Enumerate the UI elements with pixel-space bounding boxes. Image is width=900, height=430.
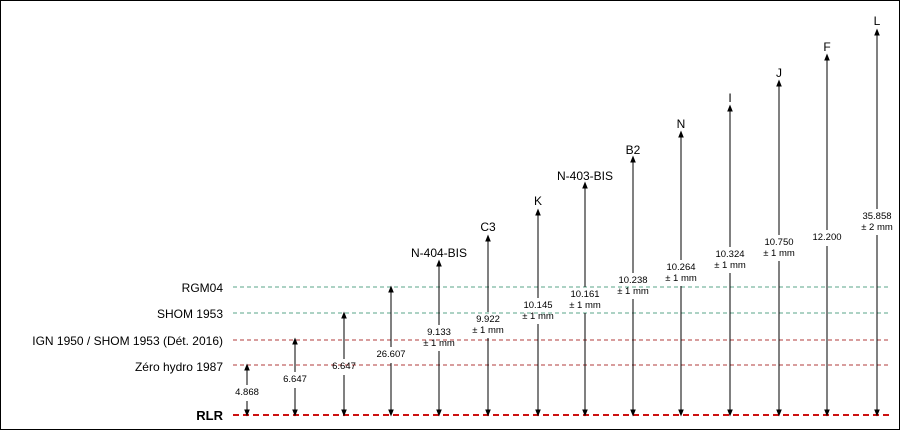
benchmark-label: N-404-BIS (411, 246, 467, 260)
level-label-shom-1953: SHOM 1953 (157, 307, 223, 321)
height-arrow: 35.858± 2 mm L (861, 14, 893, 417)
height-arrow: 10.324± 1 mm I (714, 91, 746, 417)
level-label-rgm04: RGM04 (182, 281, 224, 295)
tolerance-label: ± 1 mm (569, 300, 601, 311)
benchmark-label: L (874, 14, 881, 28)
height-arrow: 12.200 F (812, 40, 842, 417)
tolerance-label: ± 1 mm (522, 311, 554, 322)
benchmark-label: B2 (626, 143, 641, 157)
height-arrow: 10.238± 1 mm B2 (617, 143, 649, 417)
benchmark-label: N (677, 117, 686, 131)
tolerance-label: ± 1 mm (665, 273, 697, 284)
height-arrow: 10.750± 1 mm J (763, 66, 795, 417)
height-arrow: 6.647 (332, 311, 356, 417)
height-value-label: 9.133 (427, 327, 451, 338)
level-label-zero-hydro: Zéro hydro 1987 (135, 360, 223, 374)
height-value-label: 9.922 (476, 314, 500, 325)
height-value-label: 26.607 (376, 349, 405, 360)
benchmark-label: C3 (480, 220, 496, 234)
height-value-label: 10.750 (764, 237, 793, 248)
benchmark-label: J (776, 66, 782, 80)
height-value-label: 12.200 (812, 232, 841, 243)
height-value-label: 35.858 (862, 211, 891, 222)
baseline-label-rlr: RLR (196, 408, 223, 423)
tolerance-label: ± 1 mm (423, 338, 455, 349)
tolerance-label: ± 1 mm (714, 260, 746, 271)
benchmark-label: F (823, 40, 830, 54)
height-arrow: 6.647 (283, 337, 307, 417)
height-value-label: 10.145 (523, 300, 552, 311)
height-value-label: 10.324 (715, 249, 744, 260)
height-arrow: 9.922± 1 mm C3 (472, 220, 504, 417)
height-value-label: 10.161 (570, 289, 599, 300)
height-value-label: 10.238 (618, 275, 647, 286)
tolerance-label: ± 1 mm (472, 325, 504, 336)
height-value-label: 6.647 (332, 361, 356, 372)
height-arrow: 4.868 (235, 363, 259, 417)
benchmark-label: I (728, 91, 731, 105)
level-label-ign-1950: IGN 1950 / SHOM 1953 (Dét. 2016) (32, 334, 223, 348)
tolerance-label: ± 2 mm (861, 222, 893, 233)
height-arrow: 26.607 (376, 285, 406, 417)
benchmark-label: N-403-BIS (557, 169, 613, 183)
height-arrow: 9.133± 1 mm N-404-BIS (411, 246, 467, 417)
height-arrow: 10.264± 1 mm N (665, 117, 697, 417)
height-arrow: 10.161± 1 mm N-403-BIS (557, 169, 613, 417)
tolerance-label: ± 1 mm (763, 248, 795, 259)
height-value-label: 6.647 (283, 374, 307, 385)
benchmark-label: K (534, 194, 542, 208)
height-value-label: 4.868 (235, 387, 259, 398)
height-value-label: 10.264 (666, 262, 695, 273)
tolerance-label: ± 1 mm (617, 286, 649, 297)
height-arrow: 10.145± 1 mm K (522, 194, 554, 417)
